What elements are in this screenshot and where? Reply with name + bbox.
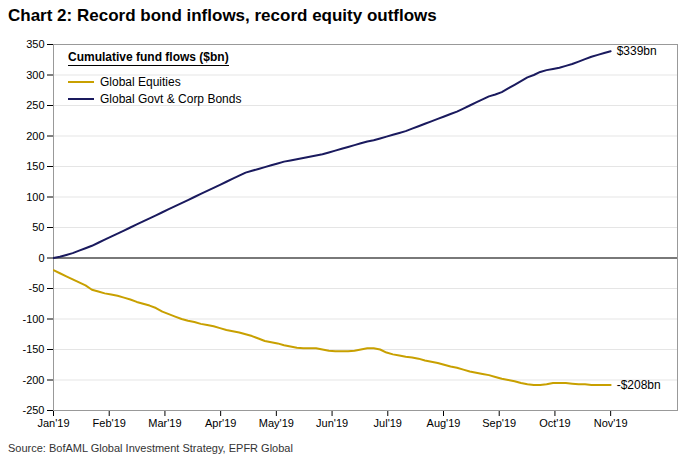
html-text:Source: BofAML Global Investme: Source: BofAML Global Investment Strateg… [8,442,293,454]
svg-text:Jan'19: Jan'19 [37,417,69,429]
svg-text:50: 50 [32,221,44,233]
svg-text:-$208bn: -$208bn [617,378,661,392]
html-text:Cumulative fund flows ($bn): Cumulative fund flows ($bn) [68,50,229,64]
svg-text:May'19: May'19 [259,417,294,429]
svg-text:Apr'19: Apr'19 [205,417,236,429]
svg-text:Sep'19: Sep'19 [482,417,516,429]
svg-text:-250: -250 [22,404,44,416]
html-text:Global Govt & Corp Bonds: Global Govt & Corp Bonds [100,92,242,106]
svg-text:Aug'19: Aug'19 [427,417,461,429]
svg-text:Jul'19: Jul'19 [374,417,402,429]
svg-text:-50: -50 [29,282,45,294]
svg-text:Oct'19: Oct'19 [539,417,570,429]
svg-text:-200: -200 [22,374,44,386]
svg-text:150: 150 [26,160,44,172]
svg-text:Nov'19: Nov'19 [594,417,628,429]
svg-text:Feb'19: Feb'19 [93,417,126,429]
html-text:Global Equities: Global Equities [100,75,181,89]
svg-text:-100: -100 [22,313,44,325]
svg-text:100: 100 [26,191,44,203]
svg-text:0: 0 [38,252,44,264]
svg-text:350: 350 [26,38,44,50]
svg-text:200: 200 [26,130,44,142]
svg-text:300: 300 [26,69,44,81]
svg-text:Mar'19: Mar'19 [148,417,181,429]
svg-text:250: 250 [26,99,44,111]
html-text:Chart 2: Record bond inflows,: Chart 2: Record bond inflows, record equ… [8,6,437,25]
svg-text:-150: -150 [22,343,44,355]
svg-text:Jun'19: Jun'19 [316,417,348,429]
svg-text:$339bn: $339bn [617,44,657,58]
